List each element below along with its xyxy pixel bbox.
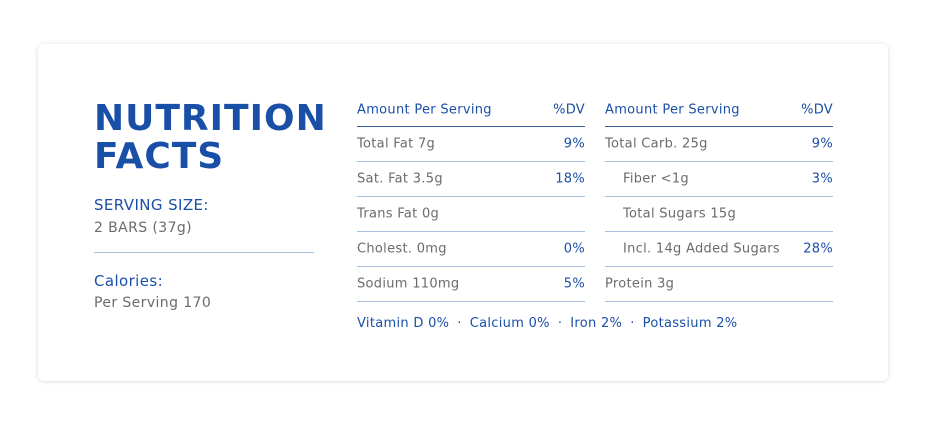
- nutrient-dv: 18%: [555, 171, 585, 187]
- nutrient-dv: 9%: [811, 136, 833, 152]
- table-row: Protein 3g: [605, 267, 833, 302]
- header-dv-label: %DV: [553, 102, 585, 118]
- nutrient-dv: 9%: [563, 136, 585, 152]
- nutrient-dv: 3%: [811, 171, 833, 187]
- header-amount-label: Amount Per Serving: [605, 102, 740, 118]
- table-row: Trans Fat 0g: [357, 197, 585, 232]
- separator: ·: [630, 316, 635, 331]
- nutrient-label: Sodium 110mg: [357, 276, 460, 292]
- potassium: Potassium 2%: [642, 316, 738, 331]
- nutrient-label: Trans Fat 0g: [357, 206, 440, 222]
- calcium: Calcium 0%: [469, 316, 550, 331]
- nutrient-label: Total Sugars 15g: [623, 206, 737, 222]
- separator: ·: [557, 316, 563, 331]
- table-row: Cholest. 0mg 0%: [357, 232, 585, 267]
- serving-size-label: SERVING SIZE:: [94, 196, 209, 214]
- calories-value: Per Serving 170: [94, 295, 212, 311]
- title-line-2: FACTS: [94, 136, 225, 177]
- separator: ·: [457, 316, 462, 331]
- nutrient-label: Cholest. 0mg: [357, 241, 447, 257]
- nutrient-label: Protein 3g: [605, 276, 675, 292]
- nutrition-card: NUTRITION FACTS SERVING SIZE: 2 BARS (37…: [38, 44, 888, 381]
- nutrient-dv: 28%: [803, 241, 833, 257]
- table-row: Total Carb. 25g 9%: [605, 127, 833, 162]
- nutrient-label: Total Fat 7g: [357, 136, 436, 152]
- table-row: Fiber <1g 3%: [605, 162, 833, 197]
- table-row: Sat. Fat 3.5g 18%: [357, 162, 585, 197]
- title-line-1: NUTRITION: [94, 98, 327, 139]
- nutrient-dv: 0%: [563, 241, 585, 257]
- nutrient-table-right: Amount Per Serving %DV Total Carb. 25g 9…: [605, 94, 833, 302]
- nutrient-table-left: Amount Per Serving %DV Total Fat 7g 9% S…: [357, 94, 585, 302]
- table-row: Total Sugars 15g: [605, 197, 833, 232]
- table-row: Incl. 14g Added Sugars 28%: [605, 232, 833, 267]
- iron: Iron 2%: [570, 316, 623, 331]
- page-title: NUTRITION FACTS: [94, 100, 334, 176]
- header-dv-label: %DV: [801, 102, 833, 118]
- table-header: Amount Per Serving %DV: [605, 94, 833, 127]
- nutrient-label: Total Carb. 25g: [605, 136, 708, 152]
- divider: [94, 252, 314, 253]
- table-row: Sodium 110mg 5%: [357, 267, 585, 302]
- vitamin-d: Vitamin D 0%: [357, 316, 450, 331]
- header-amount-label: Amount Per Serving: [357, 102, 492, 118]
- nutrient-dv: 5%: [563, 276, 585, 292]
- nutrient-label: Incl. 14g Added Sugars: [623, 241, 781, 257]
- vitamins-line: Vitamin D 0% · Calcium 0% · Iron 2% · Potassiu…: [357, 316, 737, 331]
- nutrient-label: Sat. Fat 3.5g: [357, 171, 443, 187]
- table-row: Total Fat 7g 9%: [357, 127, 585, 162]
- nutrient-label: Fiber <1g: [623, 171, 689, 187]
- serving-size-value: 2 BARS (37g): [94, 220, 193, 236]
- calories-label: Calories:: [94, 272, 164, 290]
- table-header: Amount Per Serving %DV: [357, 94, 585, 127]
